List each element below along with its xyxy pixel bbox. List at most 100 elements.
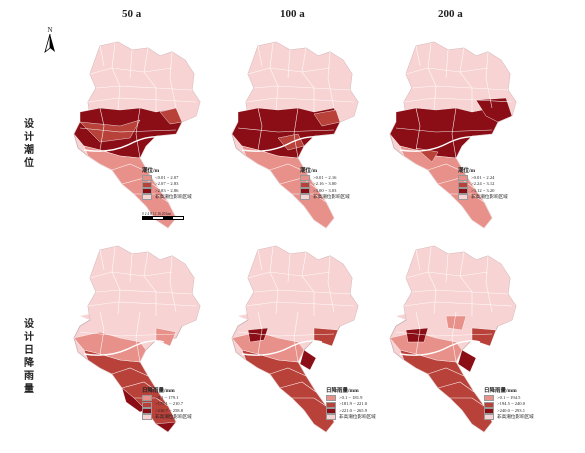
district-patch — [313, 109, 341, 127]
district-boundary — [427, 163, 465, 173]
district-boundary — [445, 49, 449, 79]
legend-item: >179.1 ~ 210.7 — [142, 401, 192, 408]
scale-bar: 0 2 4 8 12 16 20 km — [142, 212, 184, 220]
district-boundary — [395, 127, 493, 133]
district-boundary — [121, 381, 159, 393]
district-boundary — [135, 311, 141, 363]
district-patch — [299, 349, 317, 371]
district-boundary — [293, 107, 299, 159]
legend-item: >0.1 ~ 181.9 — [326, 395, 376, 402]
district-boundary — [169, 255, 177, 313]
region-north — [238, 246, 358, 326]
scale-bar-label: 0 2 4 8 12 16 20 km — [142, 212, 171, 216]
river — [241, 136, 323, 152]
district-boundary — [95, 289, 193, 295]
legend-rain-100a: 日降雨量/mm >0.1 ~ 181.9 >181.9 ~ 221.0 >221… — [326, 388, 376, 420]
district-boundary — [450, 397, 485, 407]
legend-item: 非高潮位影响区域 — [458, 194, 508, 200]
district-boundary — [287, 49, 291, 79]
district-boundary — [253, 85, 351, 91]
district-boundary — [327, 51, 335, 109]
legend-item: >0.01 ~ 2.16 — [300, 175, 350, 182]
legend-tide-100a: 潮位/m >0.01 ~ 2.16 >2.16 ~ 3.00 >3.00 ~ 3… — [300, 168, 350, 200]
legend-item: >3.00 ~ 3.03 — [300, 188, 350, 194]
river — [83, 340, 165, 356]
map-tide-100a — [218, 38, 373, 238]
district-boundary — [293, 311, 299, 363]
legend-item: >2.07 ~ 2.83 — [142, 181, 192, 188]
district-boundary — [405, 271, 489, 279]
district-patch — [155, 421, 177, 433]
legend-item: 非高潮位影响区域 — [142, 414, 192, 420]
district-boundary — [99, 45, 105, 67]
district-boundary — [79, 331, 177, 337]
legend-item: >2.83 ~ 2.86 — [142, 188, 192, 194]
map-rain-200a — [376, 242, 531, 442]
map-rain-50a — [60, 242, 215, 442]
district-boundary — [415, 107, 421, 151]
legend-item: <0.01 ~ 2.07 — [142, 175, 192, 182]
district-boundary — [269, 163, 307, 173]
legend-rain-200a: 日降雨量/mm >0.1 ~ 194.5 >194.5 ~ 240.0 >240… — [484, 388, 534, 420]
district-boundary — [253, 289, 351, 295]
district-patch — [313, 327, 339, 347]
district-boundary — [237, 127, 335, 133]
legend-tide-50a: 潮位/m <0.01 ~ 2.07 >2.07 ~ 2.83 >2.83 ~ 2… — [142, 168, 192, 200]
district-patch — [241, 349, 335, 433]
district-boundary — [87, 301, 197, 307]
district-boundary — [411, 85, 509, 91]
district-boundary — [485, 51, 493, 109]
district-patch — [471, 327, 497, 347]
district-boundary — [451, 107, 457, 159]
legend-title: 潮位/m — [458, 168, 476, 174]
district-boundary — [245, 301, 355, 307]
district-patch — [247, 327, 269, 343]
district-boundary — [247, 67, 331, 75]
map-tide-200a — [376, 38, 531, 238]
district-patch — [475, 97, 513, 123]
district-boundary — [245, 97, 355, 103]
legend-item: >0.1 ~ 194.5 — [484, 395, 534, 402]
legend-tide-200a: 潮位/m >0.01 ~ 2.24 >2.24 ~ 3.12 >3.12 ~ 3… — [458, 168, 508, 200]
district-boundary — [415, 311, 421, 355]
district-boundary — [415, 45, 421, 67]
legend-title: 日降雨量/mm — [484, 388, 517, 394]
district-patch — [445, 315, 467, 331]
river — [241, 340, 323, 356]
legend-title: 潮位/m — [300, 168, 318, 174]
district-patch — [457, 349, 477, 373]
river — [399, 340, 481, 356]
legend-item: >181.9 ~ 221.0 — [326, 401, 376, 408]
legend-title: 日降雨量/mm — [326, 388, 359, 394]
district-patch — [399, 349, 493, 433]
river — [83, 136, 165, 152]
column-title-50a: 50 a — [122, 8, 142, 20]
legend-item: >194.5 ~ 240.0 — [484, 401, 534, 408]
district-boundary — [99, 107, 105, 151]
district-boundary — [87, 97, 197, 103]
column-title-100a: 100 a — [280, 8, 305, 20]
district-boundary — [287, 253, 291, 283]
district-boundary — [89, 67, 173, 75]
district-boundary — [134, 193, 169, 203]
scale-bar-graphic — [142, 216, 184, 220]
district-boundary — [79, 127, 177, 133]
district-boundary — [257, 107, 263, 151]
district-boundary — [445, 253, 449, 283]
row-title-rainfall: 设计日降雨量 — [24, 319, 34, 395]
district-patch — [405, 327, 429, 343]
region-north — [238, 42, 358, 122]
legend-item: 非高潮位影响区域 — [484, 414, 534, 420]
district-boundary — [411, 289, 509, 295]
legend-item: >221.0 ~ 265.9 — [326, 408, 376, 414]
district-boundary — [292, 397, 327, 407]
legend-item: >240.0 ~ 293.1 — [484, 408, 534, 414]
legend-item: >0.01 ~ 2.24 — [458, 175, 508, 182]
district-boundary — [99, 311, 105, 355]
district-boundary — [437, 381, 475, 393]
district-boundary — [279, 381, 317, 393]
district-boundary — [269, 367, 307, 377]
column-title-200a: 200 a — [438, 8, 463, 20]
district-boundary — [169, 51, 177, 109]
district-boundary — [415, 249, 421, 271]
